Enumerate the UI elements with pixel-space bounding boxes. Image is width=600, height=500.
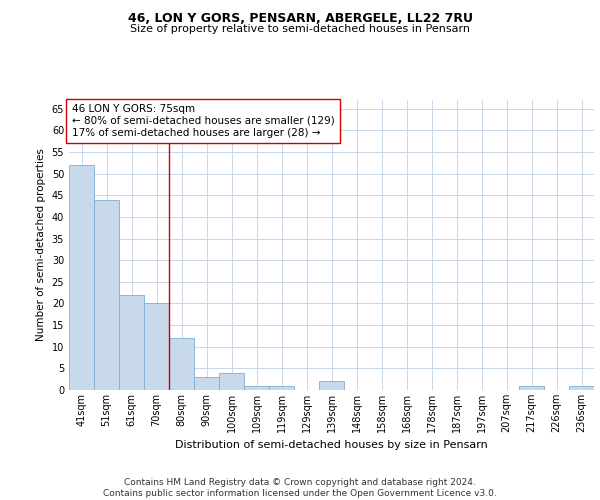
Bar [169, 338, 194, 390]
Text: 46, LON Y GORS, PENSARN, ABERGELE, LL22 7RU: 46, LON Y GORS, PENSARN, ABERGELE, LL22 … [128, 12, 473, 26]
X-axis label: Distribution of semi-detached houses by size in Pensarn: Distribution of semi-detached houses by … [175, 440, 488, 450]
Bar [69, 165, 94, 390]
Y-axis label: Number of semi-detached properties: Number of semi-detached properties [36, 148, 46, 342]
Text: Contains HM Land Registry data © Crown copyright and database right 2024.
Contai: Contains HM Land Registry data © Crown c… [103, 478, 497, 498]
Bar [219, 372, 244, 390]
Bar [94, 200, 119, 390]
Bar [319, 382, 344, 390]
Text: 46 LON Y GORS: 75sqm
← 80% of semi-detached houses are smaller (129)
17% of semi: 46 LON Y GORS: 75sqm ← 80% of semi-detac… [71, 104, 334, 138]
Bar [144, 304, 169, 390]
Bar [519, 386, 544, 390]
Bar [194, 377, 219, 390]
Bar [244, 386, 269, 390]
Bar [269, 386, 294, 390]
Bar [119, 295, 144, 390]
Text: Size of property relative to semi-detached houses in Pensarn: Size of property relative to semi-detach… [130, 24, 470, 34]
Bar [569, 386, 594, 390]
